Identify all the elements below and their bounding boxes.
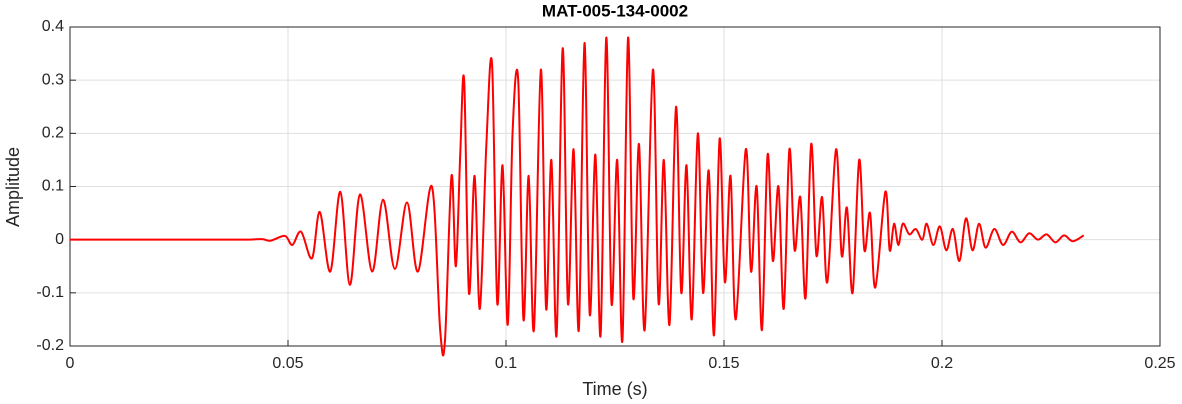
y-axis-label: Amplitude — [3, 147, 23, 227]
y-tick-label: -0.2 — [36, 337, 64, 354]
x-tick-label: 0.15 — [708, 355, 739, 372]
plot-frame — [69, 26, 1161, 347]
waveform-line — [69, 36, 1085, 357]
y-tick-label: 0.4 — [42, 18, 64, 35]
x-tick-label: 0.2 — [931, 355, 953, 372]
y-tick-label: -0.1 — [36, 284, 64, 301]
y-tick-label: 0.2 — [42, 125, 64, 142]
x-tick-label: 0.1 — [495, 355, 517, 372]
x-axis-label: Time (s) — [582, 379, 647, 399]
chart-title: MAT-005-134-0002 — [542, 1, 688, 20]
y-tick-label: 0.3 — [42, 71, 64, 88]
y-tick-label: 0.1 — [42, 178, 64, 195]
y-tick-label: 0 — [55, 231, 64, 248]
x-tick-label: 0.25 — [1144, 355, 1175, 372]
x-tick-label: 0 — [66, 355, 75, 372]
x-tick-label: 0.05 — [272, 355, 303, 372]
